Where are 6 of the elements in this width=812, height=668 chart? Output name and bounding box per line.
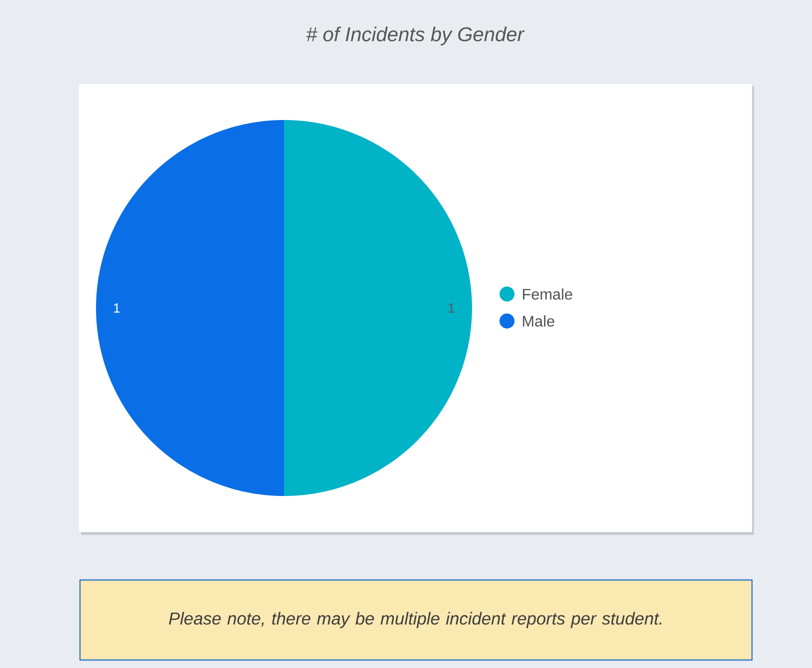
data-label: 1 (448, 303, 454, 313)
legend-label: Male (522, 315, 554, 327)
text: Please note, there may be multiple incident reports per student. (168, 612, 662, 628)
data-label: 1 (114, 303, 120, 313)
chart-title: # of Incidents by Gender (306, 26, 525, 46)
legend-label: Female (522, 288, 572, 300)
